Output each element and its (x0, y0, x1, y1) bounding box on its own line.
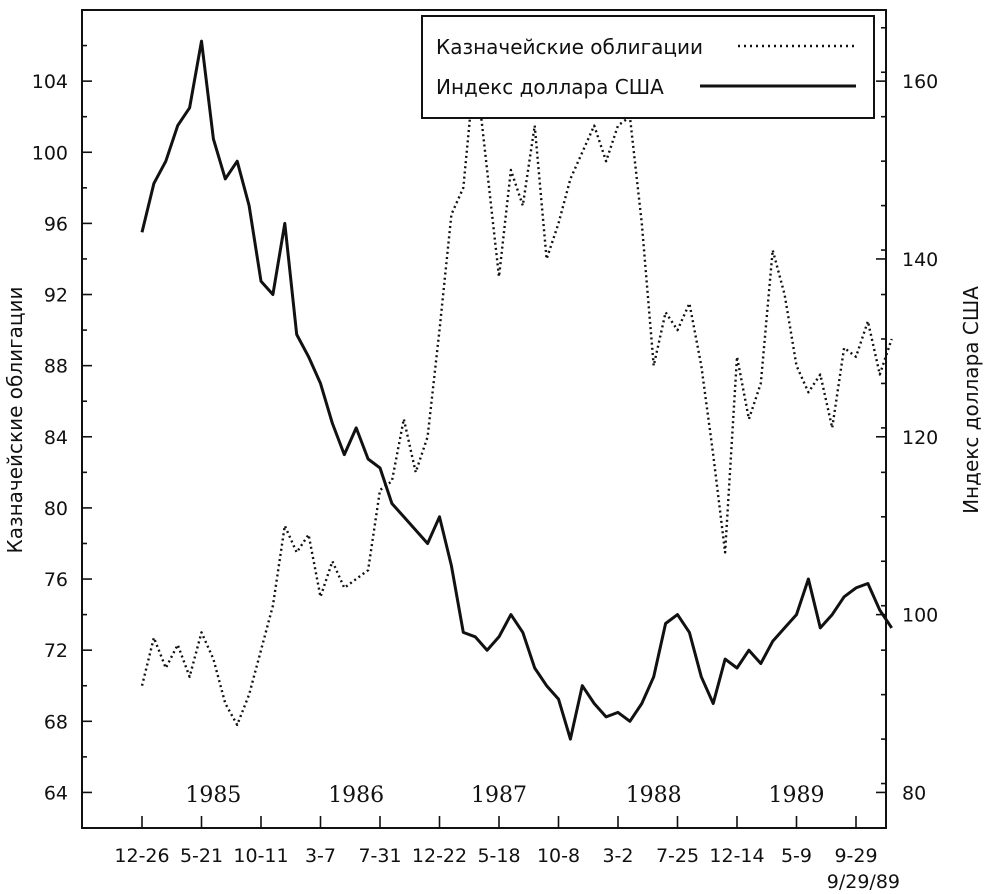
x-tick-label: 9-29 (834, 845, 877, 867)
left-tick-label-88: 88 (44, 356, 68, 378)
end-date-label: 9/29/89 (827, 871, 900, 893)
left-tick-label-92: 92 (44, 285, 68, 307)
right-axis: 80 100 120 140 160 (876, 26, 938, 829)
x-tick-label: 7-31 (358, 845, 401, 867)
x-tick-label: 3-2 (602, 845, 633, 867)
series-line-dollar (140, 39, 893, 741)
right-tick-label-80: 80 (902, 782, 926, 804)
right-axis-title: Индекс доллара США (959, 286, 983, 514)
right-tick-label-160: 160 (902, 71, 938, 93)
right-tick-label-140: 140 (902, 249, 938, 271)
left-tick-label-100: 100 (32, 142, 68, 164)
x-tick-label: 5-21 (180, 845, 223, 867)
x-tick-label: 10-8 (537, 845, 580, 867)
legend-label-bonds: Казначейские облигации (436, 35, 703, 59)
left-tick-label-84: 84 (44, 427, 68, 449)
left-tick-label-68: 68 (44, 711, 68, 733)
left-axis: 64 68 72 76 80 84 88 92 96 100 104 (32, 9, 92, 829)
plot-frame (81, 9, 887, 829)
year-label-1989: 1989 (769, 783, 825, 808)
legend: Казначейские облигации Индекс доллара СШ… (421, 15, 875, 119)
left-tick-label-104: 104 (32, 71, 68, 93)
x-axis: 12-26 5-21 10-11 3-7 7-31 12-22 5-18 10-8 3-2 7-2… (114, 783, 877, 867)
right-tick-label-120: 120 (902, 427, 938, 449)
year-label-1987: 1987 (471, 783, 527, 808)
x-tick-label: 5-9 (781, 845, 812, 867)
x-tick-label: 10-11 (233, 845, 288, 867)
x-tick-label: 12-22 (412, 845, 467, 867)
left-tick-label-72: 72 (44, 640, 68, 662)
year-label-1985: 1985 (185, 783, 241, 808)
x-tick-label: 3-7 (305, 845, 336, 867)
series-line-bonds (140, 62, 893, 727)
right-tick-label-100: 100 (902, 605, 938, 627)
x-tick-label: 7-25 (656, 845, 699, 867)
left-tick-label-64: 64 (44, 782, 68, 804)
x-tick-label: 12-26 (114, 845, 169, 867)
year-label-1988: 1988 (626, 783, 682, 808)
legend-box (421, 15, 875, 119)
series-layer (140, 39, 893, 741)
left-tick-label-76: 76 (44, 569, 68, 591)
left-axis-title: Казначейские облигации (3, 286, 27, 553)
x-tick-label: 5-18 (477, 845, 520, 867)
left-tick-label-80: 80 (44, 498, 68, 520)
year-label-1986: 1986 (328, 783, 384, 808)
legend-label-dollar: Индекс доллара США (436, 75, 664, 99)
x-tick-label: 12-14 (709, 845, 764, 867)
left-tick-label-96: 96 (44, 213, 68, 235)
